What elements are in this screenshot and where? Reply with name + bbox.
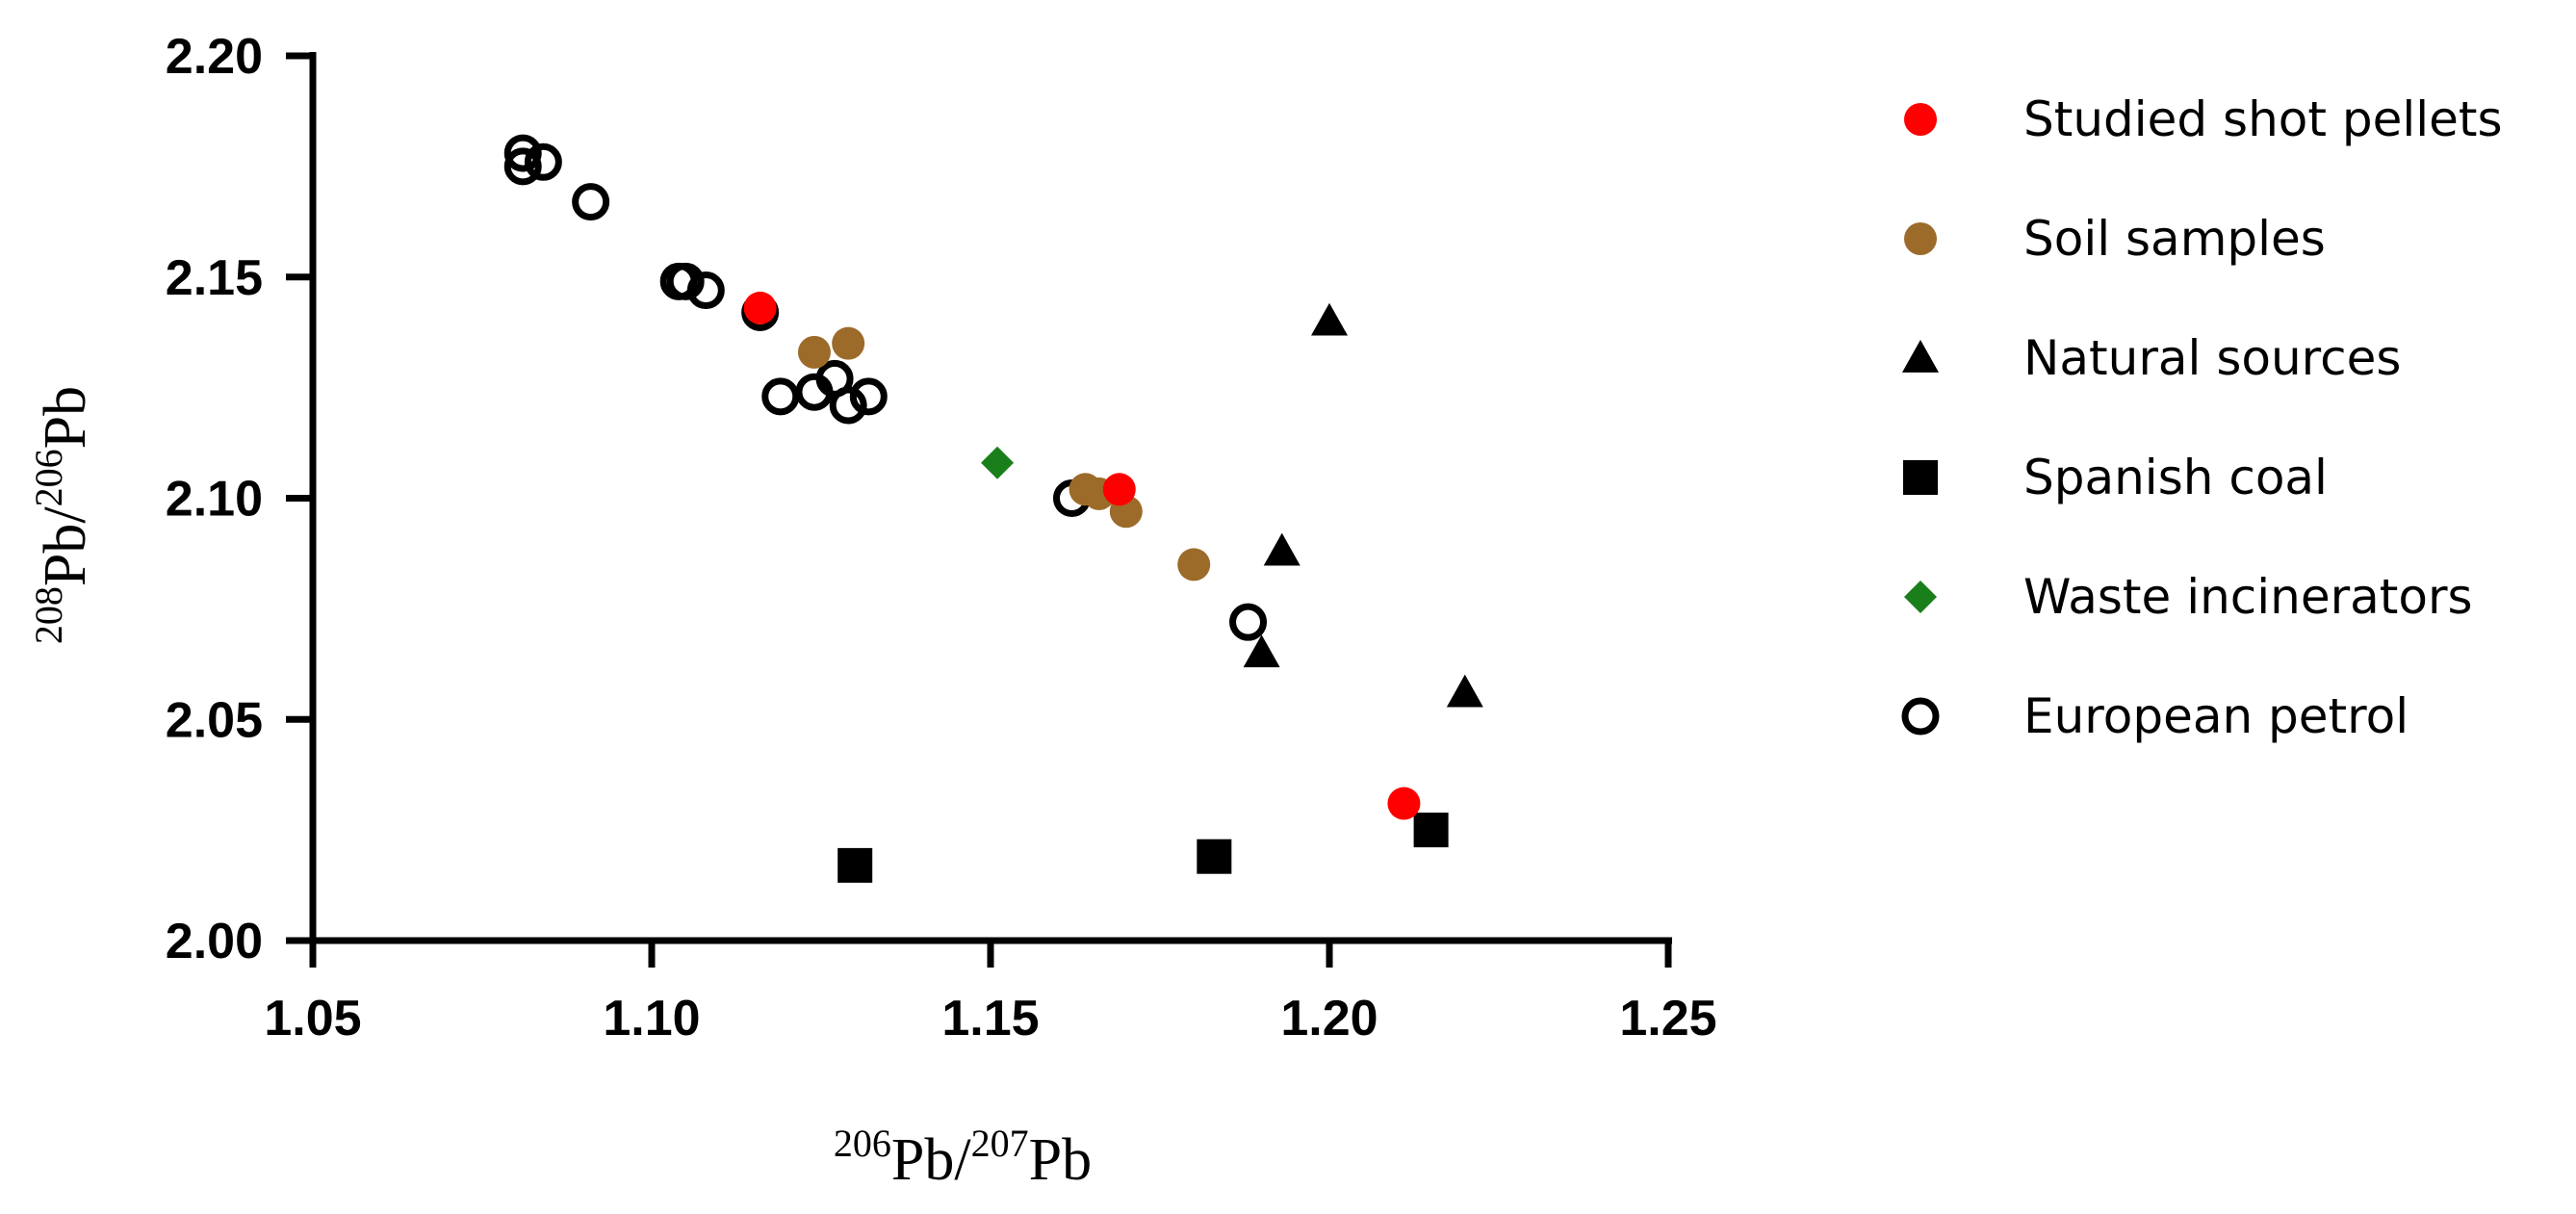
natural-sources-point [1311,302,1348,336]
legend-label-natural-sources: Natural sources [2023,330,2401,386]
studied-shot-pellets-point [1387,787,1421,820]
x-tick-label: 1.05 [264,991,361,1046]
x-axis-ticks: 1.05 1.10 1.15 1.20 1.25 [264,941,1717,1046]
axes [309,52,1672,944]
y-tick-label: 2.00 [166,914,263,969]
legend-label-spanish-coal: Spanish coal [2023,450,2328,505]
european-petrol-point [572,183,610,221]
x-tick-label: 1.25 [1619,991,1716,1046]
legend-marker-natural-sources [1902,340,1939,373]
studied-shot-pellets-point [743,291,777,324]
spanish-coal-point [1197,839,1232,874]
natural-sources-point [1263,532,1301,566]
european-petrol-point [849,377,888,416]
soil-samples-point [797,335,831,369]
x-tick-label: 1.10 [603,991,700,1046]
legend-marker-european-petrol [1901,697,1940,736]
legend-marker-soil-samples [1904,222,1937,255]
y-tick-label: 2.10 [166,472,263,528]
european-petrol-point [503,147,542,186]
x-tick-label: 1.20 [1280,991,1378,1046]
legend: Studied shot pellets Soil samples Natural … [1901,91,2503,744]
natural-sources-point [1243,634,1280,668]
european-petrol-point [503,134,542,172]
spanish-coal-point [837,847,873,883]
y-axis-ticks: 2.00 2.05 2.10 2.15 2.20 [166,29,313,969]
y-axis-label: 208Pb/206Pb [27,386,98,644]
plot-points [503,134,1483,883]
y-tick-label: 2.15 [166,250,263,306]
european-petrol-point [524,142,562,181]
y-tick-label: 2.20 [166,29,263,85]
european-petrol-point [666,262,705,300]
european-petrol-point [1229,603,1268,641]
x-axis-label: 206Pb/207Pb [834,1122,1092,1193]
spanish-coal-point [1413,813,1449,848]
waste-incinerators-point [981,446,1015,479]
legend-label-studied-shot-pellets: Studied shot pellets [2023,91,2503,147]
legend-label-european-petrol: European petrol [2023,688,2409,744]
soil-samples-point [1177,548,1211,581]
soil-samples-point [832,326,865,360]
natural-sources-point [1446,674,1483,708]
legend-marker-spanish-coal [1903,460,1938,495]
legend-label-soil-samples: Soil samples [2023,211,2326,267]
european-petrol-point [686,271,725,310]
european-petrol-point [829,386,867,425]
x-tick-label: 1.15 [941,991,1039,1046]
y-tick-label: 2.05 [166,692,263,748]
studied-shot-pellets-point [1102,473,1136,506]
legend-label-waste-incinerators: Waste incinerators [2023,569,2473,625]
european-petrol-point [761,377,800,416]
legend-marker-studied-shot-pellets [1904,103,1937,136]
legend-marker-waste-incinerators [1904,581,1937,613]
